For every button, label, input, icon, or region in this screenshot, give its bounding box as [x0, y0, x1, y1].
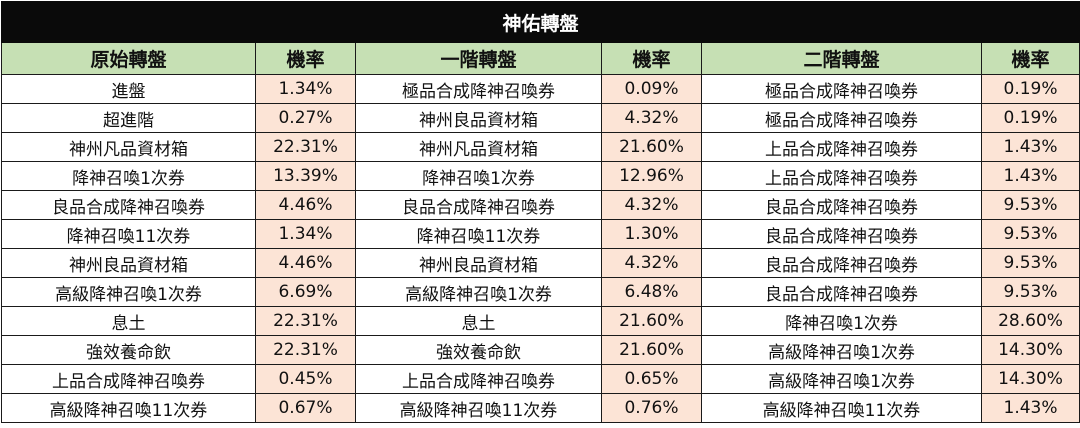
tier1-rate-cell: 21.60%: [601, 306, 702, 336]
original-rate-cell: 22.31%: [255, 335, 356, 365]
column-header-tier2-wheel: 二階轉盤: [701, 42, 982, 75]
tier1-item-cell: 良品合成降神召喚券: [355, 190, 602, 220]
tier2-item-cell: 上品合成降神召喚券: [701, 161, 982, 191]
tier2-rate-cell: 14.30%: [980, 335, 1080, 365]
original-item-cell: 上品合成降神召喚券: [1, 364, 256, 394]
tier1-item-cell: 神州良品資材箱: [355, 103, 602, 133]
tier1-item-cell: 息土: [355, 306, 602, 336]
table-body: 進盤 1.34% 極品合成降神召喚券 0.09% 極品合成降神召喚券 0.19% 超進階 0.…: [1, 74, 1080, 423]
tier2-item-cell: 高級降神召喚1次券: [701, 364, 982, 394]
table-row: 進盤 1.34% 極品合成降神召喚券 0.09% 極品合成降神召喚券 0.19%: [1, 74, 1080, 104]
tier2-item-cell: 極品合成降神召喚券: [701, 103, 982, 133]
original-item-cell: 強效養命飲: [1, 335, 256, 365]
table-row: 降神召喚1次券 13.39% 降神召喚1次券 12.96% 上品合成降神召喚券 1.43%: [1, 161, 1080, 191]
table-row: 上品合成降神召喚券 0.45% 上品合成降神召喚券 0.65% 高級降神召喚1次券 14.…: [1, 364, 1080, 394]
tier1-rate-cell: 0.09%: [601, 74, 702, 104]
table-row: 神州良品資材箱 4.46% 神州良品資材箱 4.32% 良品合成降神召喚券 9.53%: [1, 248, 1080, 278]
tier1-rate-cell: 21.60%: [601, 132, 702, 162]
tier1-rate-cell: 4.32%: [601, 190, 702, 220]
tier2-rate-cell: 1.43%: [980, 393, 1080, 423]
column-header-original-wheel: 原始轉盤: [1, 42, 256, 75]
original-rate-cell: 4.46%: [255, 190, 356, 220]
tier2-rate-cell: 0.19%: [980, 103, 1080, 133]
original-item-cell: 息土: [1, 306, 256, 336]
original-rate-cell: 1.34%: [255, 74, 356, 104]
table-title: 神佑轉盤: [0, 1, 1080, 43]
original-rate-cell: 0.27%: [255, 103, 356, 133]
table-row: 息土 22.31% 息土 21.60% 降神召喚1次券 28.60%: [1, 306, 1080, 336]
tier2-rate-cell: 9.53%: [980, 248, 1080, 278]
tier2-rate-cell: 0.19%: [980, 74, 1080, 104]
tier1-item-cell: 高級降神召喚1次券: [355, 277, 602, 307]
tier1-rate-cell: 1.30%: [601, 219, 702, 249]
original-rate-cell: 22.31%: [255, 132, 356, 162]
table-row: 良品合成降神召喚券 4.46% 良品合成降神召喚券 4.32% 良品合成降神召喚券 9.5…: [1, 190, 1080, 220]
original-rate-cell: 6.69%: [255, 277, 356, 307]
tier1-rate-cell: 6.48%: [601, 277, 702, 307]
column-header-rate: 機率: [601, 42, 702, 75]
table-row: 超進階 0.27% 神州良品資材箱 4.32% 極品合成降神召喚券 0.19%: [1, 103, 1080, 133]
original-item-cell: 降神召喚1次券: [1, 161, 256, 191]
tier2-rate-cell: 14.30%: [980, 364, 1080, 394]
tier1-item-cell: 神州凡品資材箱: [355, 132, 602, 162]
tier1-rate-cell: 21.60%: [601, 335, 702, 365]
tier2-item-cell: 高級降神召喚1次券: [701, 335, 982, 365]
original-item-cell: 超進階: [1, 103, 256, 133]
table-row: 強效養命飲 22.31% 強效養命飲 21.60% 高級降神召喚1次券 14.30%: [1, 335, 1080, 365]
tier2-rate-cell: 9.53%: [980, 277, 1080, 307]
title-row: 神佑轉盤: [0, 1, 1080, 43]
tier1-rate-cell: 0.76%: [601, 393, 702, 423]
original-item-cell: 神州凡品資材箱: [1, 132, 256, 162]
tier1-item-cell: 極品合成降神召喚券: [355, 74, 602, 104]
tier1-item-cell: 強效養命飲: [355, 335, 602, 365]
original-item-cell: 良品合成降神召喚券: [1, 190, 256, 220]
original-rate-cell: 0.45%: [255, 364, 356, 394]
tier2-item-cell: 上品合成降神召喚券: [701, 132, 982, 162]
tier2-rate-cell: 1.43%: [980, 132, 1080, 162]
header-row: 原始轉盤 機率 一階轉盤 機率 二階轉盤 機率: [1, 42, 1080, 75]
original-item-cell: 神州良品資材箱: [1, 248, 256, 278]
tier1-item-cell: 降神召喚11次券: [355, 219, 602, 249]
tier2-rate-cell: 9.53%: [980, 190, 1080, 220]
original-item-cell: 高級降神召喚1次券: [1, 277, 256, 307]
tier2-item-cell: 良品合成降神召喚券: [701, 190, 982, 220]
tier2-item-cell: 良品合成降神召喚券: [701, 219, 982, 249]
tier1-rate-cell: 4.32%: [601, 248, 702, 278]
tier1-item-cell: 神州良品資材箱: [355, 248, 602, 278]
tier1-rate-cell: 12.96%: [601, 161, 702, 191]
original-rate-cell: 13.39%: [255, 161, 356, 191]
original-item-cell: 降神召喚11次券: [1, 219, 256, 249]
original-rate-cell: 1.34%: [255, 219, 356, 249]
original-rate-cell: 4.46%: [255, 248, 356, 278]
original-item-cell: 高級降神召喚11次券: [1, 393, 256, 423]
table-row: 高級降神召喚11次券 0.67% 高級降神召喚11次券 0.76% 高級降神召喚11次券…: [1, 393, 1080, 423]
tier2-rate-cell: 9.53%: [980, 219, 1080, 249]
original-rate-cell: 0.67%: [255, 393, 356, 423]
tier2-item-cell: 降神召喚1次券: [701, 306, 982, 336]
tier2-item-cell: 良品合成降神召喚券: [701, 277, 982, 307]
original-rate-cell: 22.31%: [255, 306, 356, 336]
column-header-rate: 機率: [255, 42, 356, 75]
tier1-item-cell: 上品合成降神召喚券: [355, 364, 602, 394]
tier1-item-cell: 高級降神召喚11次券: [355, 393, 602, 423]
table-row: 神州凡品資材箱 22.31% 神州凡品資材箱 21.60% 上品合成降神召喚券 1.43%: [1, 132, 1080, 162]
table-row: 高級降神召喚1次券 6.69% 高級降神召喚1次券 6.48% 良品合成降神召喚券 9.5…: [1, 277, 1080, 307]
tier2-rate-cell: 1.43%: [980, 161, 1080, 191]
tier2-item-cell: 良品合成降神召喚券: [701, 248, 982, 278]
column-header-rate: 機率: [980, 42, 1080, 75]
tier1-item-cell: 降神召喚1次券: [355, 161, 602, 191]
tier1-rate-cell: 4.32%: [601, 103, 702, 133]
tier1-rate-cell: 0.65%: [601, 364, 702, 394]
tier2-rate-cell: 28.60%: [980, 306, 1080, 336]
tier2-item-cell: 極品合成降神召喚券: [701, 74, 982, 104]
original-item-cell: 進盤: [1, 74, 256, 104]
table-row: 降神召喚11次券 1.34% 降神召喚11次券 1.30% 良品合成降神召喚券 9.53%: [1, 219, 1080, 249]
column-header-tier1-wheel: 一階轉盤: [355, 42, 602, 75]
tier2-item-cell: 高級降神召喚11次券: [701, 393, 982, 423]
